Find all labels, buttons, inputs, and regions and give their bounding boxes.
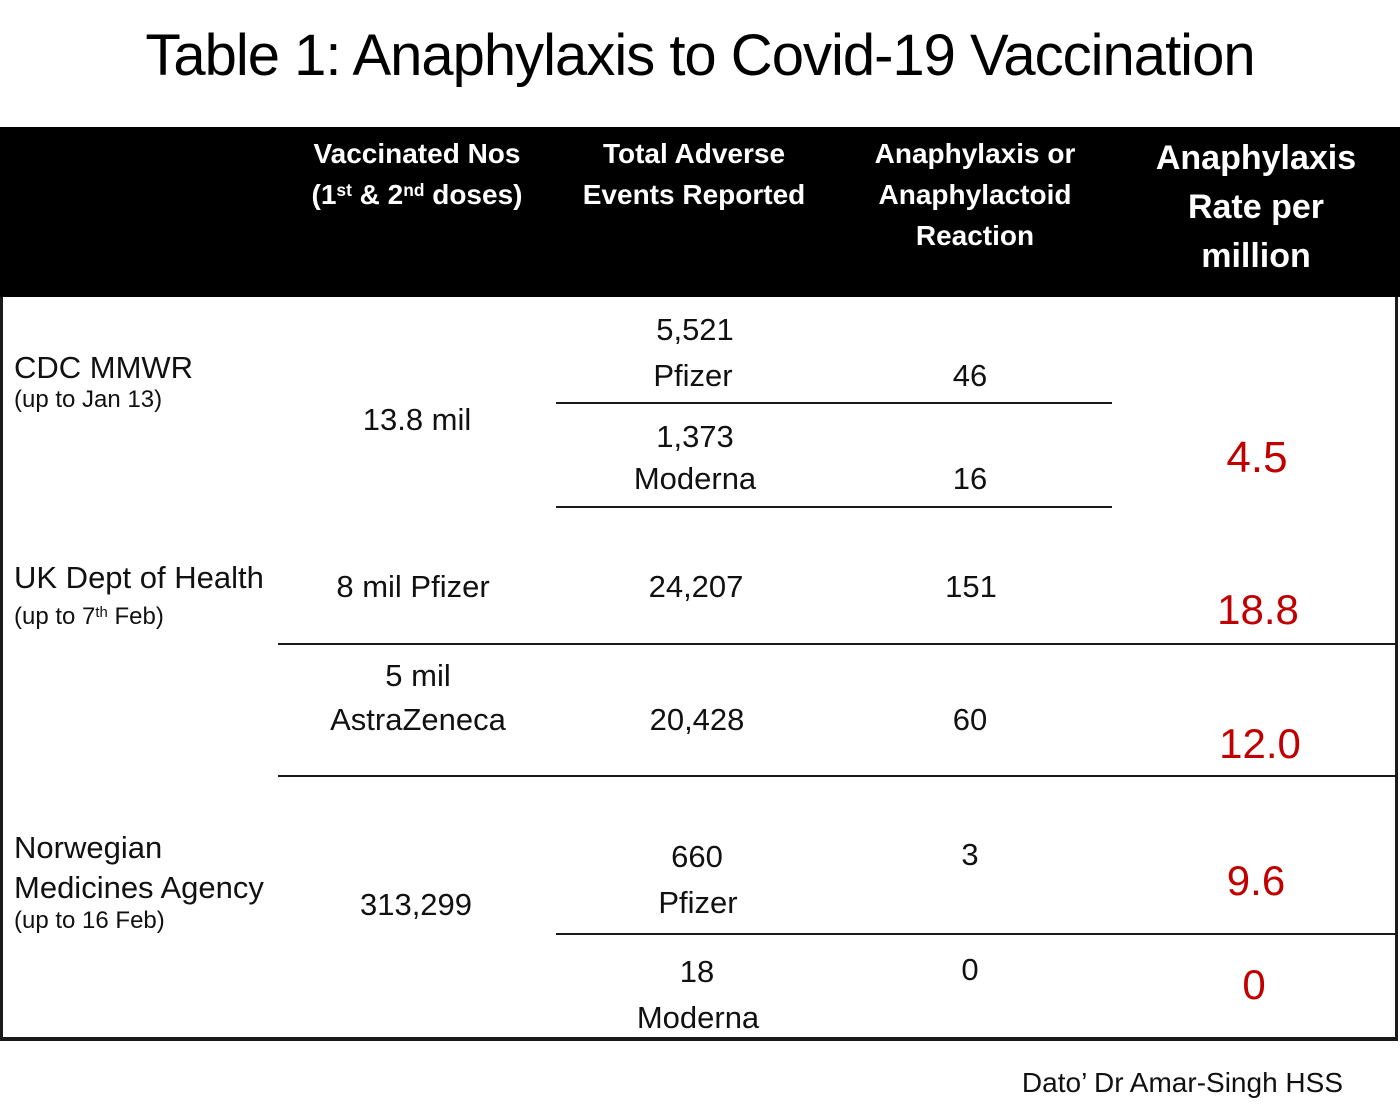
uk-astrazeneca-rate-per-million: 12.0 (1219, 720, 1301, 767)
header-col-rate-per-million: Anaphylaxis Rate per million (1156, 134, 1356, 281)
norway-pfizer-label: Pfizer (658, 885, 738, 920)
uk-period-pre: (up to 7 (14, 603, 96, 630)
cdc-pfizer-adverse-events: 5,521 (656, 312, 734, 347)
cdc-period-label: (up to Jan 13) (14, 386, 163, 413)
norway-pfizer-anaphylaxis-count: 3 (961, 837, 979, 872)
header-col-adverse-events: Total Adverse Events Reported (583, 133, 806, 215)
header-vaccinated-line2-post: doses) (424, 179, 523, 210)
cdc-vaccinated-count: 13.8 mil (362, 402, 472, 437)
header-adverse-line2: Events Reported (582, 179, 806, 210)
norway-moderna-anaphylaxis-count: 0 (961, 952, 979, 987)
uk-pfizer-rate-per-million: 18.8 (1217, 586, 1299, 633)
header-col-vaccinated: Vaccinated Nos (1st & 2nd doses) (312, 133, 523, 219)
header-rate-line1: Anaphylaxis (1155, 139, 1357, 177)
uk-astrazeneca-anaphylaxis-count: 60 (952, 702, 988, 737)
table-header-band: Vaccinated Nos (1st & 2nd doses) Total A… (0, 127, 1400, 297)
header-reaction-line1: Anaphylaxis or (874, 138, 1076, 169)
norway-moderna-rate-per-million: 0 (1242, 961, 1266, 1008)
norway-pfizer-adverse-events: 660 (671, 839, 723, 874)
norway-pfizer-rate-per-million: 9.6 (1226, 857, 1286, 904)
header-rate-line3: million (1201, 237, 1311, 275)
header-adverse-line1: Total Adverse (602, 138, 786, 169)
header-rate-line2: Rate per (1187, 188, 1325, 226)
divider-norway-pfizer-row (556, 933, 1398, 935)
cdc-pfizer-label: Pfizer (653, 358, 733, 393)
norway-period-label: (up to 16 Feb) (14, 907, 165, 934)
page-title: Table 1: Anaphylaxis to Covid-19 Vaccina… (145, 23, 1255, 88)
header-vaccinated-line2-mid: & 2 (351, 179, 404, 210)
cdc-moderna-anaphylaxis-count: 16 (952, 461, 988, 496)
norway-vaccinated-count: 313,299 (359, 887, 473, 922)
uk-pfizer-vaccinated-count: 8 mil Pfizer (336, 569, 490, 604)
uk-row-label: UK Dept of Health (14, 560, 264, 595)
cdc-pfizer-anaphylaxis-count: 46 (952, 358, 988, 393)
norway-moderna-label: Moderna (636, 1000, 760, 1035)
table-right-border (1395, 297, 1398, 1041)
header-vaccinated-sup-st: st (336, 180, 352, 201)
divider-cdc-moderna-row (556, 506, 1112, 508)
norway-moderna-adverse-events: 18 (679, 954, 715, 989)
norway-row-label-line2: Medicines Agency (14, 870, 264, 905)
header-reaction-line3: Reaction (915, 220, 1035, 251)
divider-uk-pfizer-row (278, 643, 1398, 645)
uk-pfizer-anaphylaxis-count: 151 (945, 569, 997, 604)
author-credit: Dato’ Dr Amar-Singh HSS (1021, 1067, 1343, 1098)
header-col-anaphylaxis-reaction: Anaphylaxis or Anaphylactoid Reaction (875, 133, 1076, 256)
header-vaccinated-line1: Vaccinated Nos (313, 138, 521, 169)
header-vaccinated-line2: (1st & 2nd doses) (312, 174, 523, 219)
uk-pfizer-adverse-events: 24,207 (648, 569, 744, 604)
table-bottom-border (0, 1037, 1398, 1041)
uk-astrazeneca-adverse-events: 20,428 (649, 702, 745, 737)
cdc-rate-per-million: 4.5 (1226, 433, 1288, 482)
cdc-row-label: CDC MMWR (14, 350, 194, 385)
norway-row-label-line1: Norwegian (14, 830, 163, 865)
cdc-moderna-label: Moderna (633, 461, 757, 496)
uk-period-post: Feb) (107, 603, 164, 630)
uk-astrazeneca-vaccinated-line1: 5 mil (385, 658, 451, 693)
uk-astrazeneca-vaccinated-line2: AstraZeneca (330, 702, 506, 737)
header-vaccinated-line2-pre: (1 (311, 179, 337, 210)
uk-period-label: (up to 7th Feb) (14, 605, 164, 629)
divider-cdc-pfizer-row (556, 402, 1112, 404)
header-reaction-line2: Anaphylactoid (878, 179, 1072, 210)
table-left-border (0, 297, 3, 1041)
header-vaccinated-sup-nd: nd (403, 180, 425, 201)
divider-uk-astrazeneca-row (278, 775, 1398, 777)
cdc-moderna-adverse-events: 1,373 (656, 419, 734, 454)
uk-period-sup-th: th (95, 605, 108, 622)
